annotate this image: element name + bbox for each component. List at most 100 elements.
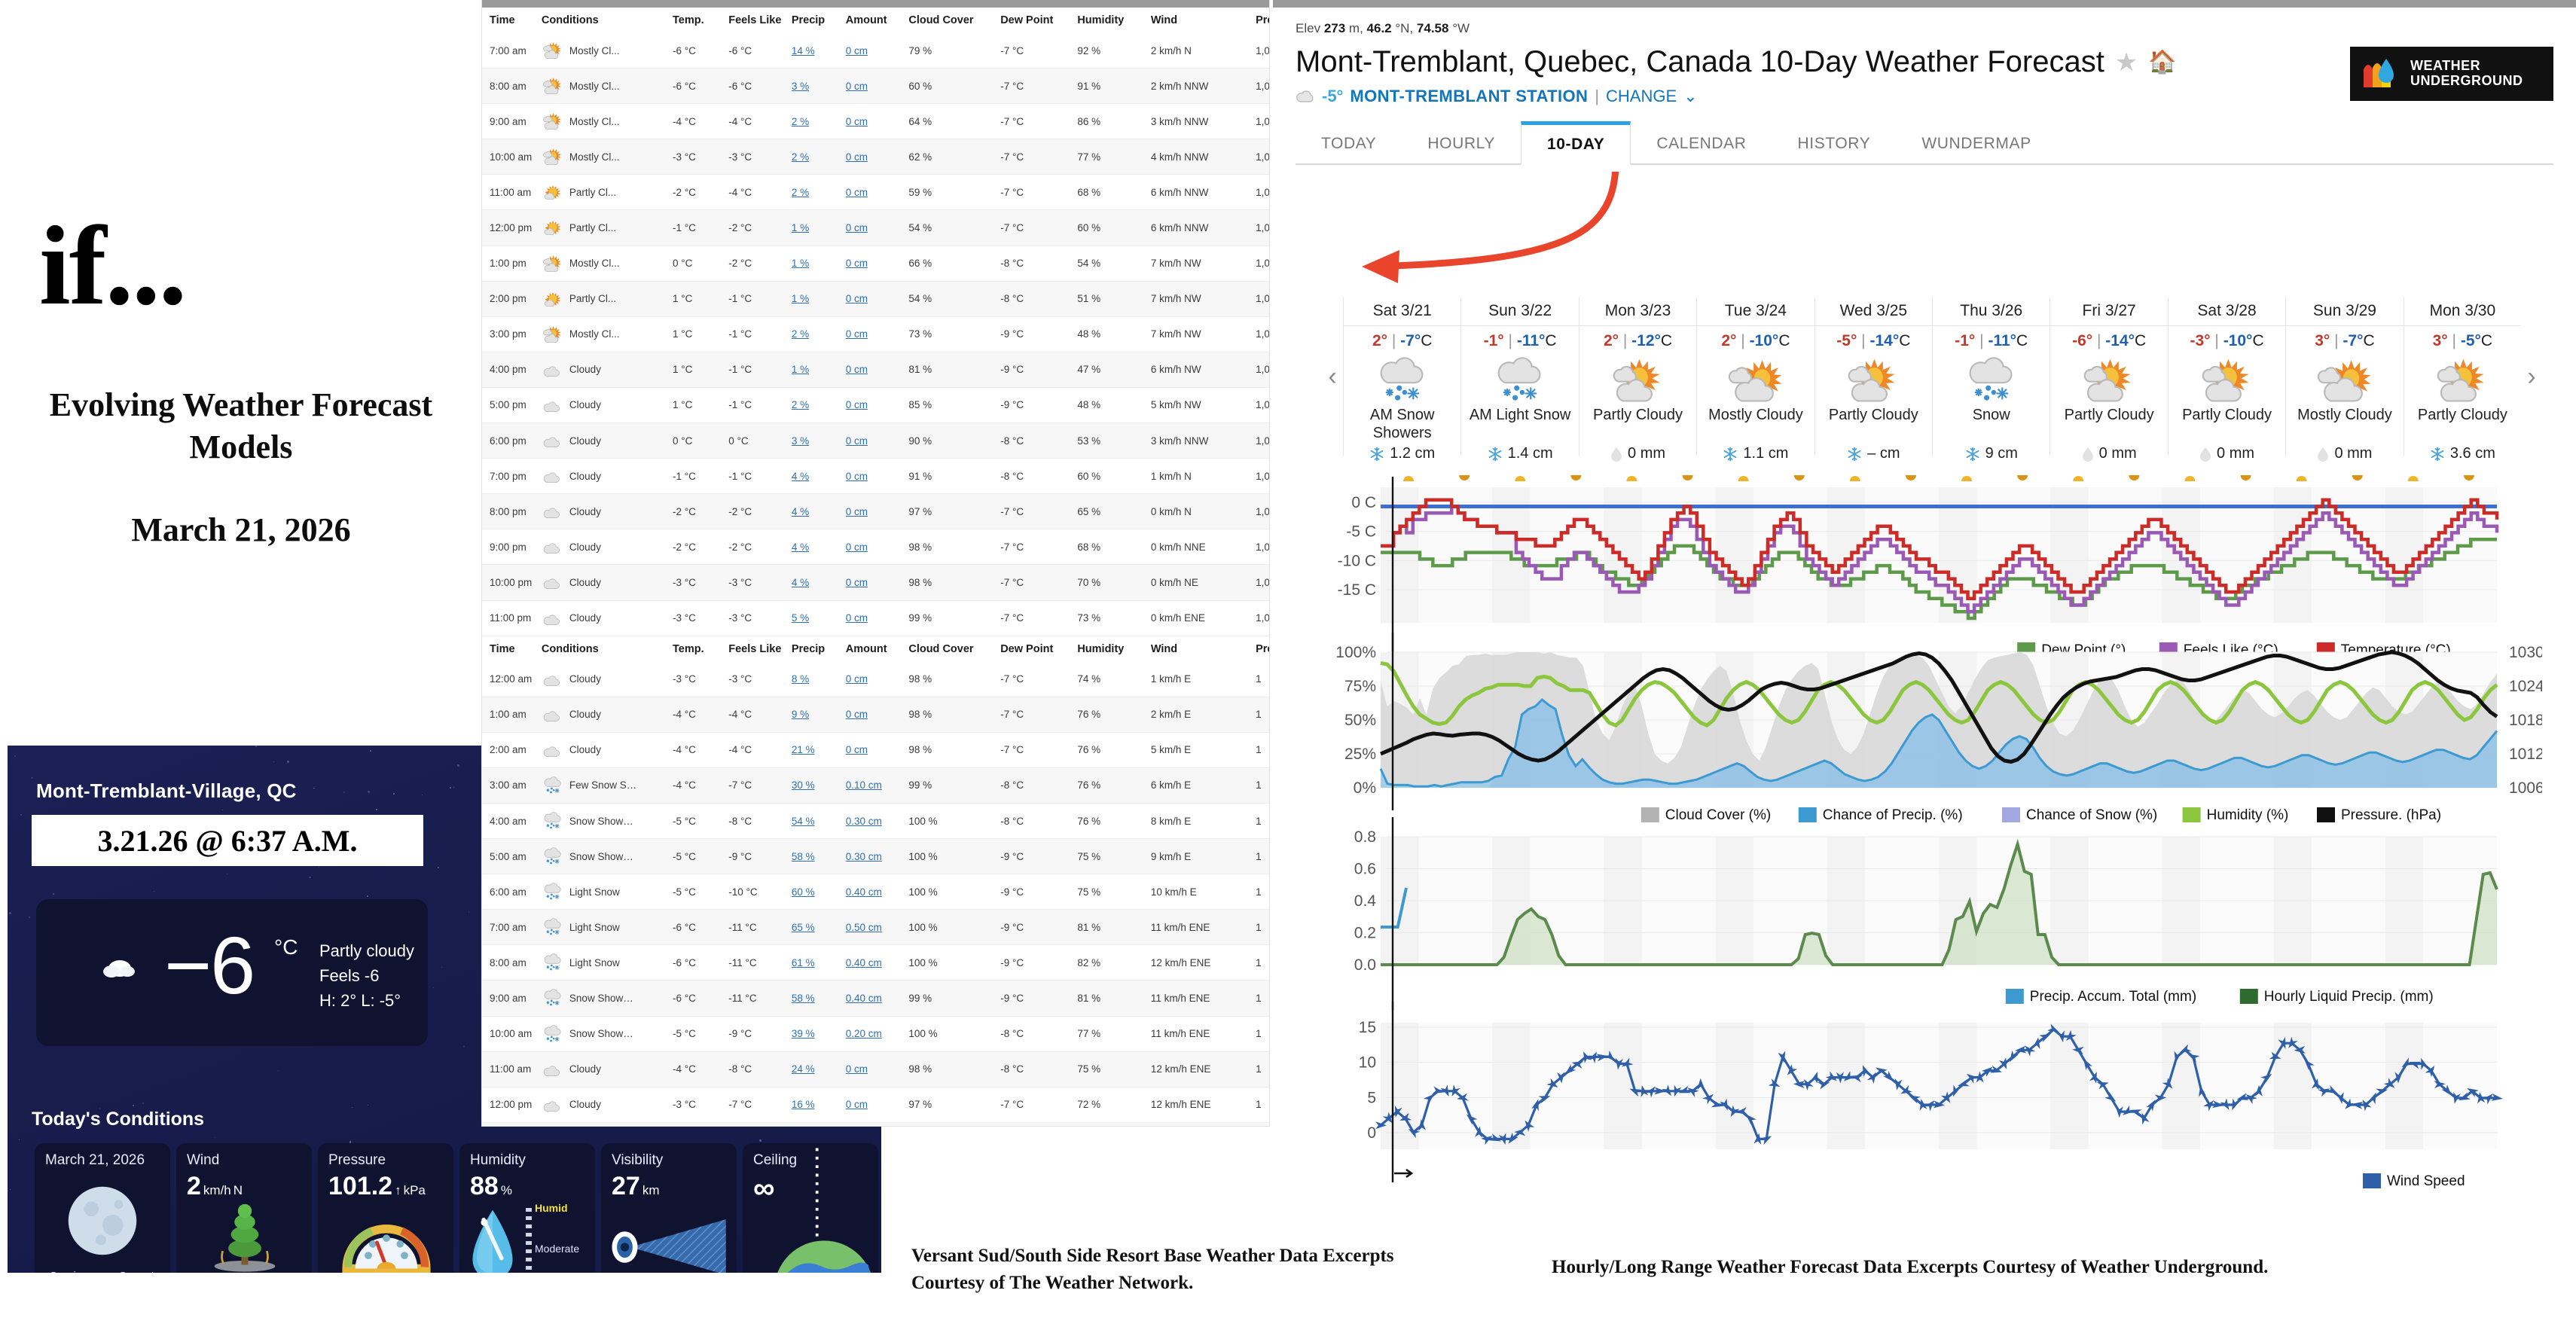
- precip-link[interactable]: 4 %: [791, 541, 810, 553]
- forecast-card[interactable]: Wed 3/25 -5° | -14°C Partly Cloudy – cm: [1814, 297, 1933, 462]
- amount-link[interactable]: 0 cm: [845, 541, 868, 553]
- precip-link[interactable]: 16 %: [791, 1099, 815, 1111]
- precip-link[interactable]: 30 %: [791, 779, 815, 792]
- precip-link[interactable]: 39 %: [791, 1028, 815, 1040]
- forecast-card[interactable]: Sat 3/21 2° | -7°C AM Snow Showers 1.2 cm: [1343, 297, 1461, 462]
- amount-link[interactable]: 0 cm: [845, 744, 868, 756]
- precip-link[interactable]: 1 %: [791, 222, 810, 234]
- precip-link[interactable]: 24 %: [791, 1063, 815, 1075]
- precip-link[interactable]: 4 %: [791, 470, 810, 482]
- cell-dew-point: -9 °C: [1000, 328, 1024, 340]
- amount-link[interactable]: 0 cm: [845, 435, 868, 447]
- forecast-card[interactable]: Thu 3/26 -1° | -11°C Snow 9 cm: [1932, 297, 2050, 462]
- tab-today[interactable]: TODAY: [1321, 135, 1377, 152]
- amount-link[interactable]: 0 cm: [845, 470, 868, 482]
- precip-link[interactable]: 21 %: [791, 744, 815, 756]
- amount-link[interactable]: 0 cm: [845, 80, 868, 92]
- cell-temp: -6 °C: [673, 992, 696, 1004]
- caption-right: Hourly/Long Range Weather Forecast Data …: [1552, 1257, 2269, 1277]
- amount-link[interactable]: 0.50 cm: [845, 921, 882, 933]
- precip-link[interactable]: 2 %: [791, 399, 810, 411]
- precip-link[interactable]: 1 %: [791, 293, 810, 305]
- forecast-next-button[interactable]: ›: [2527, 361, 2536, 391]
- precip-link[interactable]: 8 %: [791, 673, 810, 685]
- table-row: 2:00 am Cloudy -4 °C -4 °C 21 % 0 cm 98 % -7 °C…: [482, 732, 1269, 768]
- precip-link[interactable]: 14 %: [791, 44, 815, 56]
- forecast-card[interactable]: Mon 3/23 2° | -12°C Partly Cloudy 0 mm: [1578, 297, 1697, 462]
- forecast-card[interactable]: Mon 3/30 3° | -5°C Partly Cloudy 3.6 cm: [2403, 297, 2522, 462]
- amount-link[interactable]: 0 cm: [845, 364, 868, 376]
- cell-feels-like: -6 °C: [728, 80, 752, 92]
- table-row: 12:00 am Cloudy -3 °C -3 °C 8 % 0 cm 98 % -7 °C…: [482, 662, 1269, 697]
- amount-link[interactable]: 0 cm: [845, 328, 868, 340]
- amount-link[interactable]: 0.30 cm: [845, 850, 882, 862]
- amount-link[interactable]: 0.30 cm: [845, 815, 882, 827]
- cell-feels-like: -9 °C: [728, 1028, 752, 1040]
- precip-link[interactable]: 1 %: [791, 258, 810, 270]
- precip-link[interactable]: 58 %: [791, 992, 815, 1004]
- forecast-card[interactable]: Tue 3/24 2° | -10°C Mostly Cloudy 1.1 cm: [1696, 297, 1814, 462]
- precip-link[interactable]: 65 %: [791, 921, 815, 933]
- precip-link[interactable]: 4 %: [791, 505, 810, 517]
- home-icon[interactable]: 🏠: [2148, 50, 2177, 75]
- tab-10-day[interactable]: 10-DAY: [1520, 121, 1631, 165]
- forecast-card[interactable]: Sun 3/29 3° | -7°C Mostly Cloudy 0 mm: [2285, 297, 2404, 462]
- amount-link[interactable]: 0 cm: [845, 293, 868, 305]
- amount-link[interactable]: 0 cm: [845, 576, 868, 588]
- precip-link[interactable]: 4 %: [791, 576, 810, 588]
- station-name[interactable]: MONT-TREMBLANT STATION: [1350, 87, 1589, 105]
- cell-amount: 0 cm: [846, 1087, 909, 1122]
- precip-link[interactable]: 9 %: [791, 709, 810, 721]
- precip-link[interactable]: 2 %: [791, 328, 810, 340]
- forecast-card[interactable]: Sat 3/28 -3° | -10°C Partly Cloudy 0 mm: [2167, 297, 2286, 462]
- forecast-date: Mon 3/23: [1579, 299, 1697, 326]
- precip-link[interactable]: 2 %: [791, 186, 810, 198]
- amount-link[interactable]: 0 cm: [845, 709, 868, 721]
- favorite-star-icon[interactable]: ★: [2114, 47, 2138, 77]
- amount-link[interactable]: 0 cm: [845, 673, 868, 685]
- amount-link[interactable]: 0 cm: [845, 505, 868, 517]
- amount-link[interactable]: 0 cm: [845, 1099, 868, 1111]
- cell-pressure: 1,015.: [1256, 399, 1269, 411]
- forecast-card[interactable]: Sun 3/22 -1° | -11°C AM Light Snow 1.4 cm: [1460, 297, 1579, 462]
- change-station-link[interactable]: CHANGE: [1606, 87, 1677, 105]
- amount-link[interactable]: 0.40 cm: [845, 956, 882, 968]
- col-header-dew-point: Dew Point: [1000, 636, 1078, 662]
- precip-link[interactable]: 54 %: [791, 815, 815, 827]
- amount-link[interactable]: 0.40 cm: [845, 886, 882, 898]
- amount-link[interactable]: 0 cm: [845, 1063, 868, 1075]
- amount-link[interactable]: 0 cm: [845, 399, 868, 411]
- chevron-down-icon[interactable]: ⌄: [1683, 87, 1698, 105]
- cell-feels-like: -3 °C: [728, 576, 752, 588]
- cell-precip: 3 %: [792, 69, 846, 104]
- precip-link[interactable]: 1 %: [791, 364, 810, 376]
- amount-link[interactable]: 0.40 cm: [845, 992, 882, 1004]
- amount-link[interactable]: 0 cm: [845, 115, 868, 127]
- table-row: 6:00 pm Cloudy 0 °C 0 °C 3 % 0 cm 90 % -8 °C 53 …: [482, 422, 1269, 459]
- precip-link[interactable]: 60 %: [791, 886, 815, 898]
- tab-wundermap[interactable]: WUNDERMAP: [1921, 135, 2031, 152]
- amount-link[interactable]: 0.20 cm: [845, 1028, 882, 1040]
- precip-link[interactable]: 5 %: [791, 612, 810, 624]
- table-row: 9:00 am Snow Shower... -6 °C -11 °C 58 % 0.40…: [482, 980, 1269, 1017]
- amount-link[interactable]: 0 cm: [845, 222, 868, 234]
- precip-link[interactable]: 3 %: [791, 435, 810, 447]
- tab-calendar[interactable]: CALENDAR: [1656, 135, 1747, 152]
- tab-history[interactable]: HISTORY: [1797, 135, 1871, 152]
- amount-link[interactable]: 0 cm: [845, 44, 868, 56]
- precip-link[interactable]: 2 %: [791, 151, 810, 163]
- precip-link[interactable]: 2 %: [791, 115, 810, 127]
- amount-link[interactable]: 0 cm: [845, 258, 868, 270]
- amount-link[interactable]: 0 cm: [845, 151, 868, 163]
- forecast-prev-button[interactable]: ‹: [1328, 361, 1337, 391]
- forecast-card[interactable]: Fri 3/27 -6° | -14°C Partly Cloudy 0 mm: [2050, 297, 2168, 462]
- amount-link[interactable]: 0.10 cm: [845, 779, 882, 792]
- precip-link[interactable]: 61 %: [791, 956, 815, 968]
- precip-link[interactable]: 58 %: [791, 850, 815, 862]
- amount-link[interactable]: 0 cm: [845, 186, 868, 198]
- precip-link[interactable]: 3 %: [791, 80, 810, 92]
- cell-time: 2:00 am: [490, 744, 526, 756]
- tab-hourly[interactable]: HOURLY: [1427, 135, 1495, 152]
- cell-feels-like: -1 °C: [728, 399, 752, 411]
- amount-link[interactable]: 0 cm: [845, 612, 868, 624]
